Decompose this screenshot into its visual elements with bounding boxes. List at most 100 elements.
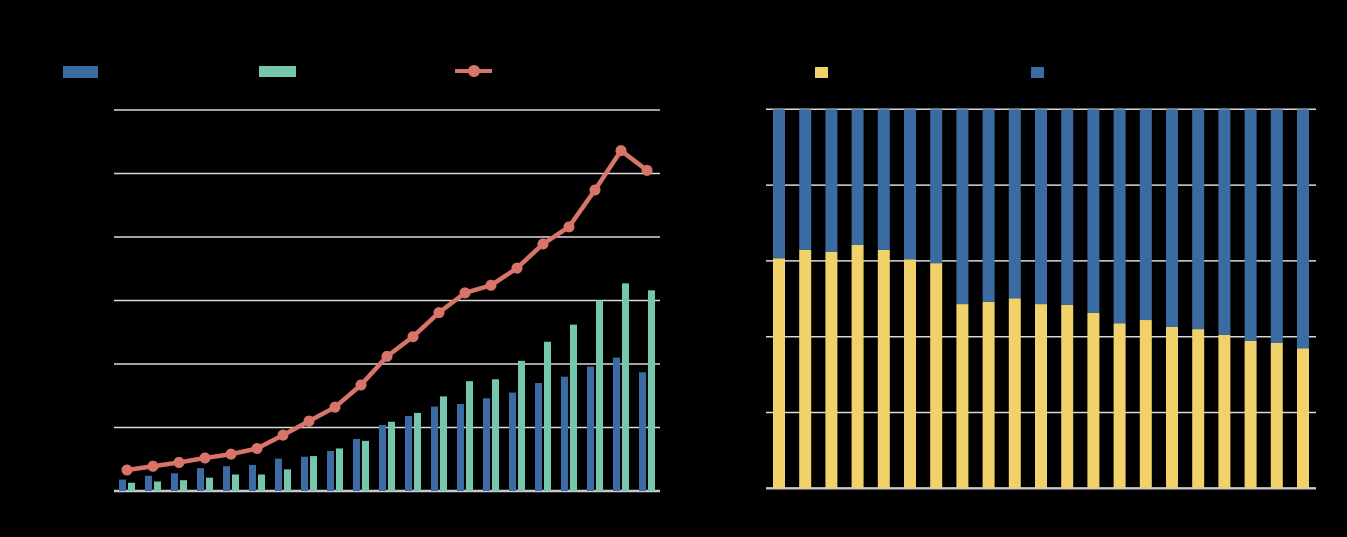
- teal-bar: [310, 456, 317, 491]
- blue-bar: [327, 450, 334, 491]
- teal-bar: [518, 360, 525, 491]
- line-marker: [355, 379, 367, 391]
- blue-stack-segment: [1139, 109, 1152, 321]
- blue-stack-segment: [1061, 109, 1074, 305]
- teal-bar: [232, 474, 239, 491]
- teal-bar: [388, 421, 395, 491]
- yellow-stack-segment: [1166, 326, 1178, 489]
- line-marker: [225, 448, 237, 460]
- blue-bar: [587, 366, 594, 491]
- line-marker: [251, 442, 263, 454]
- teal-bar: [128, 482, 135, 491]
- yellow-stack-segment: [1008, 298, 1021, 489]
- line-marker: [303, 415, 315, 427]
- blue-stack-segment: [930, 109, 943, 264]
- teal-bar: [440, 396, 447, 491]
- yellow-stack-segment: [956, 304, 969, 489]
- yellow-stack-segment: [1192, 329, 1205, 489]
- line-marker: [199, 452, 211, 464]
- line-marker: [589, 184, 601, 196]
- yellow-stack-segment: [930, 263, 943, 489]
- blue-bar: [431, 406, 438, 491]
- line-marker: [407, 331, 419, 343]
- yellow-stack-segment: [1244, 340, 1257, 489]
- legend-swatch-blue-bars: [63, 66, 98, 78]
- teal-bar: [362, 440, 369, 491]
- yellow-stack-segment: [1218, 334, 1231, 489]
- line-marker: [563, 221, 575, 233]
- line-marker: [615, 145, 627, 157]
- yellow-stack-segment: [1297, 348, 1309, 489]
- blue-stack-segment: [773, 109, 785, 259]
- blue-bar: [535, 383, 542, 491]
- teal-bar: [622, 283, 629, 491]
- left-chart-plot: [114, 109, 660, 493]
- blue-bar: [197, 468, 204, 491]
- yellow-stack-segment: [1270, 342, 1283, 489]
- legend-swatch-teal-bars: [259, 66, 296, 77]
- yellow-stack-segment: [1061, 304, 1074, 489]
- red-line: [126, 147, 649, 473]
- blue-bar: [119, 479, 126, 491]
- yellow-stack-segment: [1035, 304, 1047, 489]
- yellow-stack-segment: [851, 244, 864, 489]
- legend-swatch-blue-segment: [1031, 67, 1044, 78]
- line-marker: [277, 429, 289, 441]
- teal-bar: [284, 469, 291, 491]
- teal-bar: [570, 324, 577, 491]
- teal-bar: [596, 300, 603, 491]
- line-marker: [485, 279, 497, 291]
- yellow-stack-segment: [799, 249, 812, 489]
- blue-bar: [145, 475, 152, 491]
- blue-bar: [249, 464, 256, 491]
- blue-stack-segment: [1270, 109, 1283, 343]
- legend-swatch-red-line: [455, 65, 492, 77]
- blue-stack-segment: [1192, 109, 1205, 330]
- blue-bar: [379, 424, 386, 491]
- blue-stack-segment: [1218, 109, 1231, 335]
- teal-bar: [154, 481, 161, 491]
- teal-bar: [492, 379, 499, 491]
- line-marker: [511, 262, 523, 274]
- blue-bar: [301, 456, 308, 491]
- blue-bar: [561, 376, 568, 491]
- blue-bar: [223, 466, 230, 491]
- yellow-stack-segment: [982, 301, 995, 489]
- blue-stack-segment: [877, 109, 890, 250]
- teal-bar: [206, 477, 213, 491]
- blue-stack-segment: [1087, 109, 1100, 313]
- blue-bar: [509, 392, 516, 491]
- line-marker: [329, 401, 341, 413]
- line-marker: [147, 460, 159, 472]
- yellow-stack-segment: [1139, 320, 1152, 489]
- blue-bar: [483, 398, 490, 491]
- blue-stack-segment: [904, 109, 916, 260]
- yellow-stack-segment: [773, 258, 785, 489]
- teal-bar: [258, 474, 265, 491]
- blue-stack-segment: [982, 109, 995, 302]
- blue-bar: [353, 438, 360, 491]
- line-marker: [433, 307, 445, 319]
- blue-bar: [275, 458, 282, 491]
- blue-stack-segment: [825, 109, 838, 252]
- blue-stack-segment: [1113, 109, 1126, 324]
- line-marker: [381, 350, 393, 362]
- yellow-stack-segment: [825, 251, 838, 489]
- blue-bar: [457, 404, 464, 491]
- blue-stack-segment: [851, 109, 864, 245]
- legend-line-marker-icon: [468, 65, 480, 77]
- teal-bar: [414, 412, 421, 491]
- blue-bar: [639, 372, 646, 491]
- yellow-stack-segment: [877, 249, 890, 489]
- yellow-stack-segment: [904, 259, 916, 489]
- right-chart-plot: [766, 108, 1316, 490]
- blue-bar: [613, 357, 620, 491]
- line-marker: [173, 456, 185, 468]
- legend-swatch-yellow-segment: [815, 67, 828, 78]
- blue-stack-segment: [1008, 109, 1021, 299]
- line-marker: [121, 464, 133, 476]
- line-marker: [459, 287, 471, 299]
- teal-bar: [648, 290, 655, 491]
- teal-bar: [336, 448, 343, 491]
